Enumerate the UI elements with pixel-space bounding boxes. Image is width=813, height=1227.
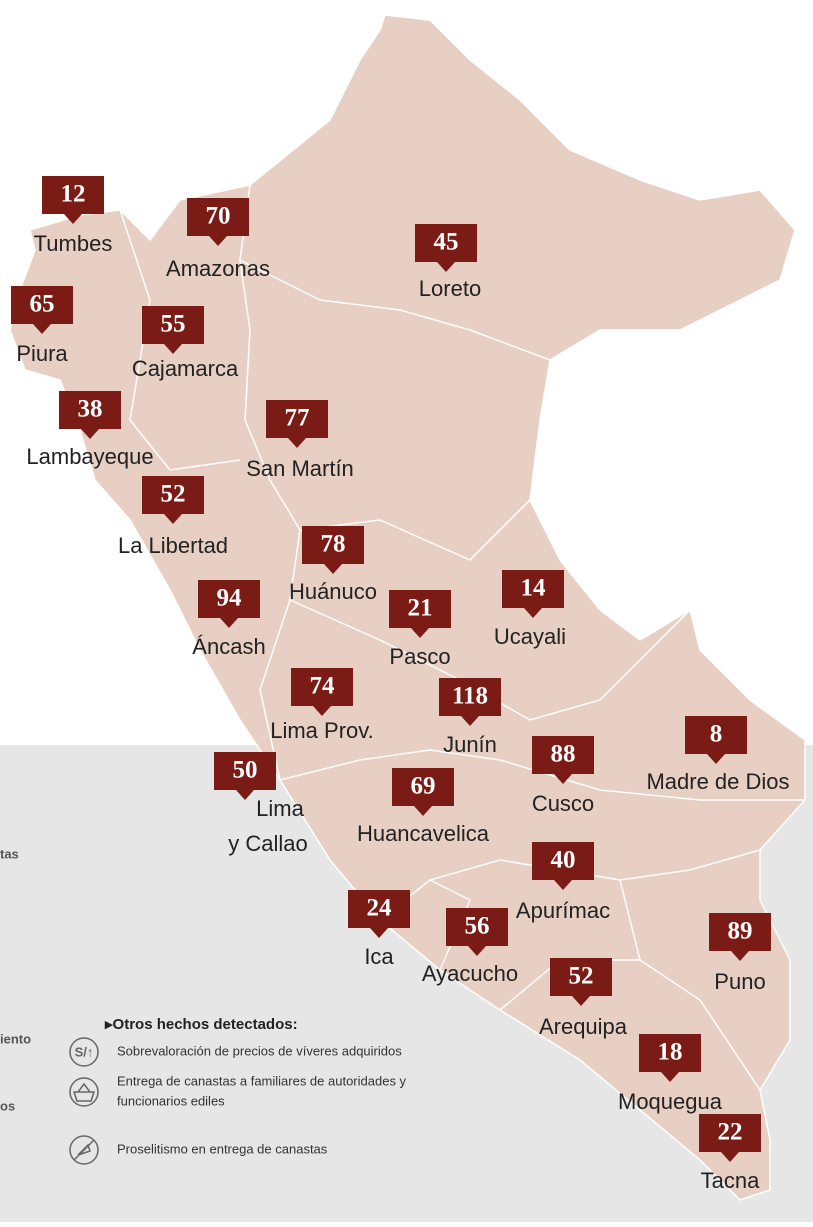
value-box bbox=[446, 908, 508, 956]
region-name: La Libertad bbox=[118, 533, 228, 558]
region-name: Loreto bbox=[419, 276, 481, 301]
value-box bbox=[532, 842, 594, 890]
value-box bbox=[142, 476, 204, 524]
region-value: 14 bbox=[521, 575, 547, 602]
value-box bbox=[439, 678, 501, 726]
region-value: 8 bbox=[710, 721, 723, 748]
legend-fragment: iento bbox=[0, 1031, 31, 1046]
value-box bbox=[699, 1114, 761, 1162]
legend-item: Entrega de canastas a familiares de auto… bbox=[117, 1073, 407, 1088]
value-box bbox=[532, 736, 594, 784]
region-value: 69 bbox=[411, 773, 436, 800]
legend-icons: S/↑ bbox=[69, 1037, 99, 1165]
region-value: 70 bbox=[206, 203, 231, 230]
region-value: 78 bbox=[321, 531, 346, 558]
region-name: Huancavelica bbox=[357, 821, 490, 846]
value-box bbox=[639, 1034, 701, 1082]
value-box bbox=[550, 958, 612, 1006]
value-box bbox=[302, 526, 364, 574]
region-name: Cajamarca bbox=[132, 356, 239, 381]
value-box bbox=[685, 716, 747, 764]
region-name: Amazonas bbox=[166, 256, 270, 281]
region-name: Ayacucho bbox=[422, 961, 518, 986]
region-value: 21 bbox=[408, 595, 433, 622]
value-box bbox=[198, 580, 260, 628]
value-box bbox=[389, 590, 451, 638]
region-name: Apurímac bbox=[516, 898, 610, 923]
value-box bbox=[42, 176, 104, 224]
legend-item: Proselitismo en entrega de canastas bbox=[117, 1141, 328, 1156]
value-box bbox=[11, 286, 73, 334]
region-value: 55 bbox=[161, 311, 186, 338]
svg-text:S/↑: S/↑ bbox=[75, 1044, 94, 1059]
value-box bbox=[187, 198, 249, 246]
value-box bbox=[415, 224, 477, 272]
legend-fragment: os bbox=[0, 1098, 15, 1113]
legend-fragment: tas bbox=[0, 846, 19, 861]
region-name: Lambayeque bbox=[26, 444, 153, 469]
region-name: Junín bbox=[443, 732, 497, 757]
legend-item: Sobrevaloración de precios de víveres ad… bbox=[117, 1043, 402, 1058]
region-name: y Callao bbox=[228, 831, 307, 856]
region-name: Lima bbox=[256, 796, 304, 821]
value-box bbox=[709, 913, 771, 961]
region-name: Cusco bbox=[532, 791, 594, 816]
region-value: 56 bbox=[465, 913, 490, 940]
value-box bbox=[59, 391, 121, 439]
region-value: 89 bbox=[728, 918, 753, 945]
legend-title: ▸Otros hechos detectados: bbox=[104, 1016, 298, 1033]
region-name: Madre de Dios bbox=[646, 769, 789, 794]
legend-item: funcionarios ediles bbox=[117, 1093, 225, 1108]
region-name: Puno bbox=[714, 969, 765, 994]
region-name: Tumbes bbox=[34, 231, 113, 256]
region-value: 18 bbox=[658, 1039, 683, 1066]
value-box bbox=[392, 768, 454, 816]
region-value: 12 bbox=[61, 181, 86, 208]
value-box bbox=[214, 752, 276, 800]
region-name: Huánuco bbox=[289, 579, 377, 604]
region-value: 45 bbox=[434, 229, 459, 256]
region-name: Pasco bbox=[389, 644, 450, 669]
value-box bbox=[348, 890, 410, 938]
value-box bbox=[291, 668, 353, 716]
region-name: Tacna bbox=[701, 1168, 760, 1193]
region-value: 65 bbox=[30, 291, 55, 318]
value-box bbox=[142, 306, 204, 354]
value-box bbox=[502, 570, 564, 618]
region-name: Lima Prov. bbox=[270, 718, 374, 743]
region-value: 77 bbox=[285, 405, 310, 432]
region-value: 22 bbox=[718, 1119, 743, 1146]
value-box bbox=[266, 400, 328, 448]
region-name: Ica bbox=[364, 944, 394, 969]
region-value: 52 bbox=[161, 481, 186, 508]
region-name: Moquegua bbox=[618, 1089, 723, 1114]
region-name: Piura bbox=[16, 341, 68, 366]
region-value: 38 bbox=[78, 396, 103, 423]
region-value: 50 bbox=[233, 757, 258, 784]
region-name: Arequipa bbox=[539, 1014, 628, 1039]
region-name: Áncash bbox=[192, 634, 265, 659]
region-value: 52 bbox=[569, 963, 594, 990]
region-value: 118 bbox=[452, 683, 488, 710]
region-value: 74 bbox=[310, 673, 336, 700]
region-value: 94 bbox=[217, 585, 243, 612]
region-name: San Martín bbox=[246, 456, 354, 481]
region-value: 40 bbox=[551, 847, 576, 874]
region-value: 88 bbox=[551, 741, 576, 768]
region-value: 24 bbox=[367, 895, 393, 922]
region-name: Ucayali bbox=[494, 624, 566, 649]
